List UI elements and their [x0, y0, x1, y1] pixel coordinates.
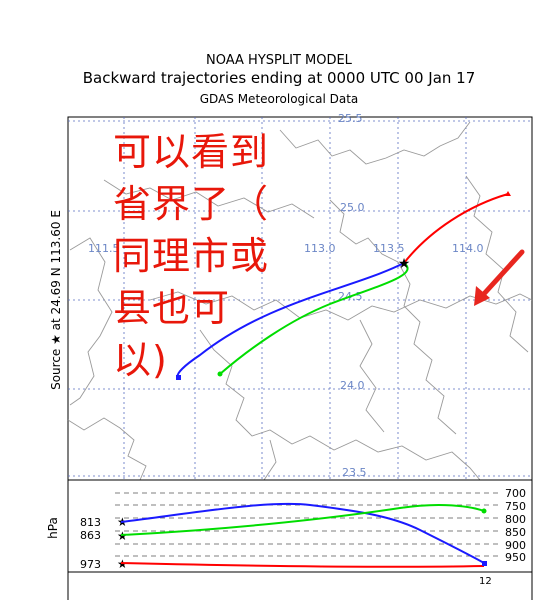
model-title: NOAA HYSPLIT MODEL — [206, 53, 352, 68]
lat-label: 25.0 — [340, 201, 365, 214]
trajectory-blue — [176, 262, 405, 379]
trajectory-red-marker — [505, 191, 511, 196]
level-label: 750 — [505, 500, 526, 513]
source-star-icon: ★ — [398, 256, 411, 272]
pressure-gridlines — [115, 492, 500, 557]
trajectory-green — [219, 262, 409, 375]
level-label: 850 — [505, 526, 526, 539]
annotation-line: 省界了（ — [113, 182, 270, 226]
red-height-line — [120, 562, 485, 568]
map-frame — [67, 116, 533, 481]
trajectory-title: Backward trajectories ending at 0000 UTC… — [82, 69, 476, 87]
level-label: 800 — [505, 513, 526, 526]
trajectory-blue-marker — [176, 375, 181, 380]
lon-label: 113.0 — [304, 242, 336, 255]
lon-label: 113.5 — [373, 242, 405, 255]
green-height-marker — [481, 508, 487, 514]
lat-label: 23.5 — [342, 466, 367, 479]
time-tick-label: 12 — [479, 576, 492, 587]
start-level-label: 863 — [80, 529, 101, 542]
lon-label: 111.5 — [88, 242, 120, 255]
level-label: 950 — [505, 551, 526, 564]
blue-height-marker — [482, 561, 487, 566]
annotation-line: 县也可 — [113, 286, 231, 330]
start-level-label: 813 — [80, 516, 101, 529]
lat-label: 25.5 — [338, 112, 363, 125]
chinese-annotation: 可以看到 省界了（ 同理市或 县也可 以) — [113, 126, 288, 386]
level-label: 700 — [505, 487, 526, 500]
pressure-levels: 700 750 800 850 900 950 813 863 973 — [80, 487, 526, 571]
vertical-profile-frame — [67, 479, 533, 573]
svg-text:★: ★ — [117, 529, 128, 543]
annotation-line: 可以看到 — [113, 130, 270, 174]
start-level-label: 973 — [80, 558, 101, 571]
green-height-line — [120, 504, 485, 536]
coordinate-labels: 25.5 25.0 24.5 24.0 23.5 111.5 113.0 113… — [88, 112, 484, 479]
lat-label: 24.0 — [340, 379, 365, 392]
data-source-title: GDAS Meteorological Data — [199, 92, 359, 106]
lon-label: 114.0 — [452, 242, 484, 255]
trajectory-green-marker — [217, 371, 223, 377]
trajectory-red — [403, 193, 509, 264]
admin-boundaries — [67, 121, 533, 481]
level-label: 900 — [505, 539, 526, 552]
red-arrow-icon — [474, 249, 525, 306]
annotation-line: 以) — [113, 338, 168, 382]
annotation-line: 同理市或 — [113, 234, 270, 278]
blue-height-line — [120, 502, 485, 564]
